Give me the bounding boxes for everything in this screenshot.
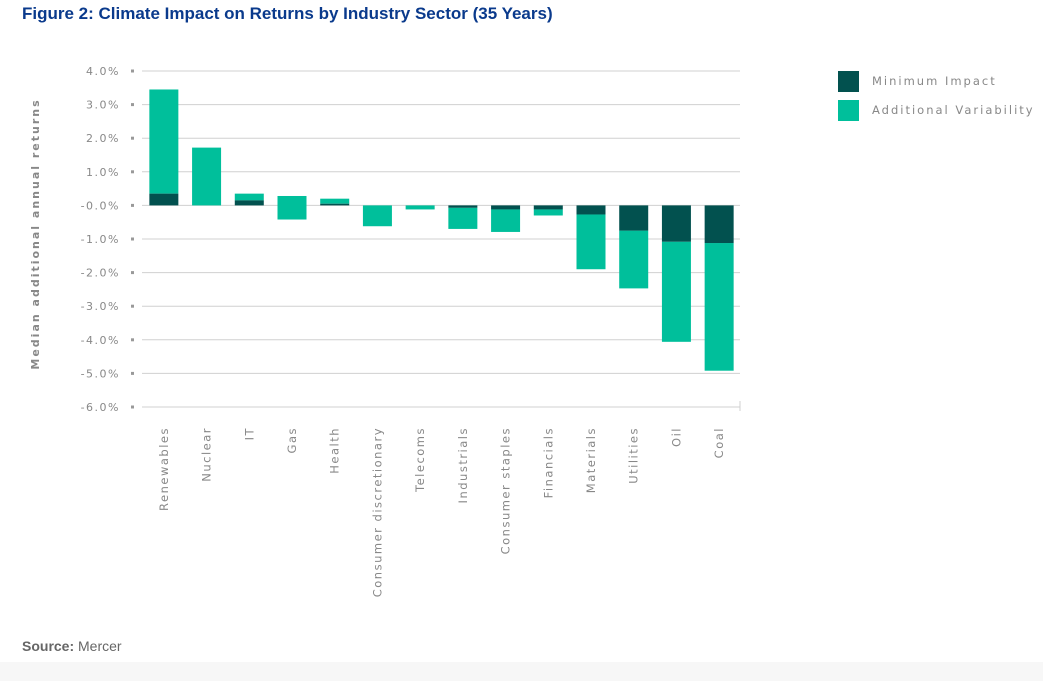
x-category-label: Materials: [584, 427, 598, 493]
bar-additional-variability: [661, 241, 691, 342]
y-tick-mark: [131, 170, 134, 174]
y-tick-mark: [131, 136, 134, 140]
bar-additional-variability: [149, 89, 179, 194]
legend-label: Minimum Impact: [872, 74, 997, 88]
y-tick-label: 1.0%: [86, 166, 120, 179]
x-category-label: Utilities: [627, 427, 641, 484]
y-tick-label: -5.0%: [81, 367, 120, 380]
legend-swatch: [838, 71, 859, 92]
x-category-label: Health: [328, 427, 342, 474]
x-category-label: Telecoms: [413, 427, 427, 493]
bar-minimum-impact: [661, 205, 691, 242]
bar-additional-variability: [277, 195, 307, 220]
source-value: Mercer: [78, 638, 122, 654]
y-tick-mark: [131, 338, 134, 342]
y-tick-label: -6.0%: [81, 401, 120, 414]
y-tick-label: -1.0%: [81, 233, 120, 246]
x-category-label: Consumer staples: [499, 427, 513, 554]
y-tick-mark: [131, 405, 134, 409]
bar-minimum-impact: [149, 193, 179, 206]
bar-additional-variability: [533, 209, 563, 216]
bar-minimum-impact: [576, 205, 606, 215]
bar-additional-variability: [491, 209, 521, 232]
y-tick-mark: [131, 203, 134, 207]
bar-additional-variability: [704, 243, 734, 371]
x-category-label: Gas: [285, 427, 299, 453]
y-tick-label: 3.0%: [86, 99, 120, 112]
x-category-label: Coal: [712, 427, 726, 458]
bar-minimum-impact: [491, 205, 521, 210]
y-tick-label: -2.0%: [81, 267, 120, 280]
chart-title: Figure 2: Climate Impact on Returns by I…: [22, 4, 553, 23]
bar-additional-variability: [405, 205, 435, 210]
bar-additional-variability: [619, 230, 649, 289]
bottom-strip: [0, 662, 1043, 681]
y-tick-mark: [131, 271, 134, 275]
bar-additional-variability: [192, 147, 222, 206]
source-label: Source:: [22, 638, 75, 654]
bar-minimum-impact: [320, 203, 350, 206]
bar-additional-variability: [448, 207, 478, 229]
y-tick-label: -0.0%: [81, 199, 120, 212]
x-category-label: IT: [242, 427, 256, 440]
x-category-label: Oil: [669, 427, 683, 447]
y-tick-mark: [131, 103, 134, 107]
legend-label: Additional Variability: [872, 103, 1035, 117]
bar-minimum-impact: [533, 205, 563, 210]
x-category-label: Financials: [541, 427, 555, 498]
bar-additional-variability: [320, 198, 350, 204]
legend-swatch: [838, 100, 859, 121]
y-tick-label: 2.0%: [86, 132, 120, 145]
x-category-label: Nuclear: [200, 427, 214, 482]
y-axis-label: Median additional annual returns: [29, 98, 42, 369]
bar-minimum-impact: [619, 205, 649, 231]
y-tick-mark: [131, 371, 134, 375]
bar-additional-variability: [576, 214, 606, 270]
y-tick-mark: [131, 237, 134, 241]
bar-additional-variability: [234, 193, 264, 201]
y-tick-label: -4.0%: [81, 334, 120, 347]
x-category-label: Industrials: [456, 427, 470, 503]
bar-minimum-impact: [234, 200, 264, 206]
bar-minimum-impact: [704, 205, 734, 244]
y-tick-mark: [131, 304, 134, 308]
y-tick-label: -3.0%: [81, 300, 120, 313]
y-tick-label: 4.0%: [86, 65, 120, 78]
x-category-label: Renewables: [157, 427, 171, 511]
x-category-label: Consumer discretionary: [370, 427, 384, 597]
source-note: Source: Mercer: [22, 638, 122, 654]
bar-minimum-impact: [448, 205, 478, 208]
bar-additional-variability: [362, 205, 392, 227]
y-tick-mark: [131, 69, 134, 73]
